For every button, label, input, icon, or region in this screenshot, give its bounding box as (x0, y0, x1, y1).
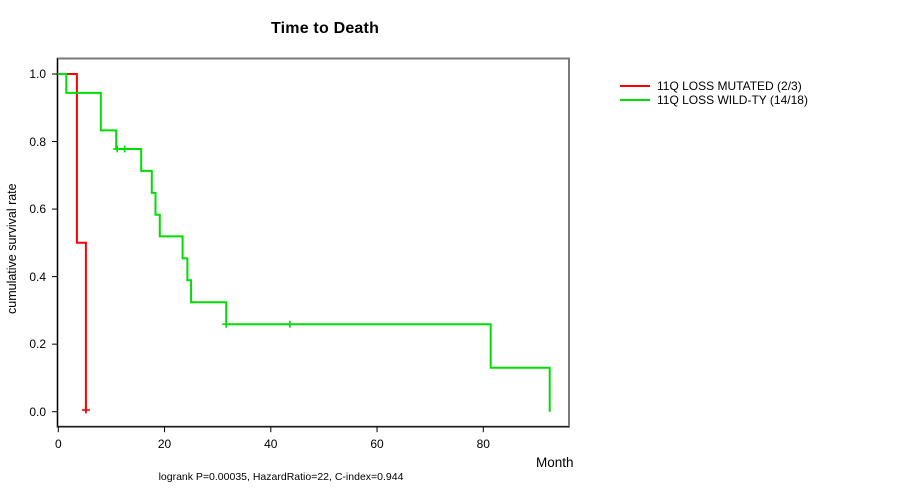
legend: 11Q LOSS MUTATED (2/3) 11Q LOSS WILD-TY … (620, 79, 808, 107)
legend-line-green (620, 99, 650, 101)
legend-item-mutated: 11Q LOSS MUTATED (2/3) (620, 79, 808, 93)
x-tick-label: 0 (54, 437, 62, 451)
y-tick-label: 0.6 (29, 202, 46, 217)
y-tick-label: 0.2 (29, 337, 46, 352)
y-tick-label: 0.4 (29, 269, 46, 284)
survival-curve-0 (57, 73, 87, 412)
x-tick-label: 80 (476, 437, 490, 451)
legend-label-mutated: 11Q LOSS MUTATED (2/3) (657, 79, 802, 93)
y-tick-label: 0.8 (29, 134, 46, 149)
chart-title: Time to Death (270, 20, 380, 37)
stats-annotation: logrank P=0.00035, HazardRatio=22, C-ind… (158, 471, 404, 483)
legend-label-wildtype: 11Q LOSS WILD-TY (14/18) (657, 93, 808, 107)
x-tick-label: 40 (264, 437, 278, 451)
legend-line-red (620, 85, 650, 87)
plot-box (56, 57, 570, 428)
x-tick-label: 20 (157, 437, 172, 451)
survival-curve-1 (57, 73, 551, 412)
y-tick-label: 1.0 (29, 67, 46, 81)
y-tick-label: 0.0 (29, 404, 46, 419)
x-tick-label: 60 (370, 437, 384, 451)
legend-item-wildtype: 11Q LOSS WILD-TY (14/18) (620, 93, 808, 107)
x-axis-label: Month (536, 455, 574, 470)
